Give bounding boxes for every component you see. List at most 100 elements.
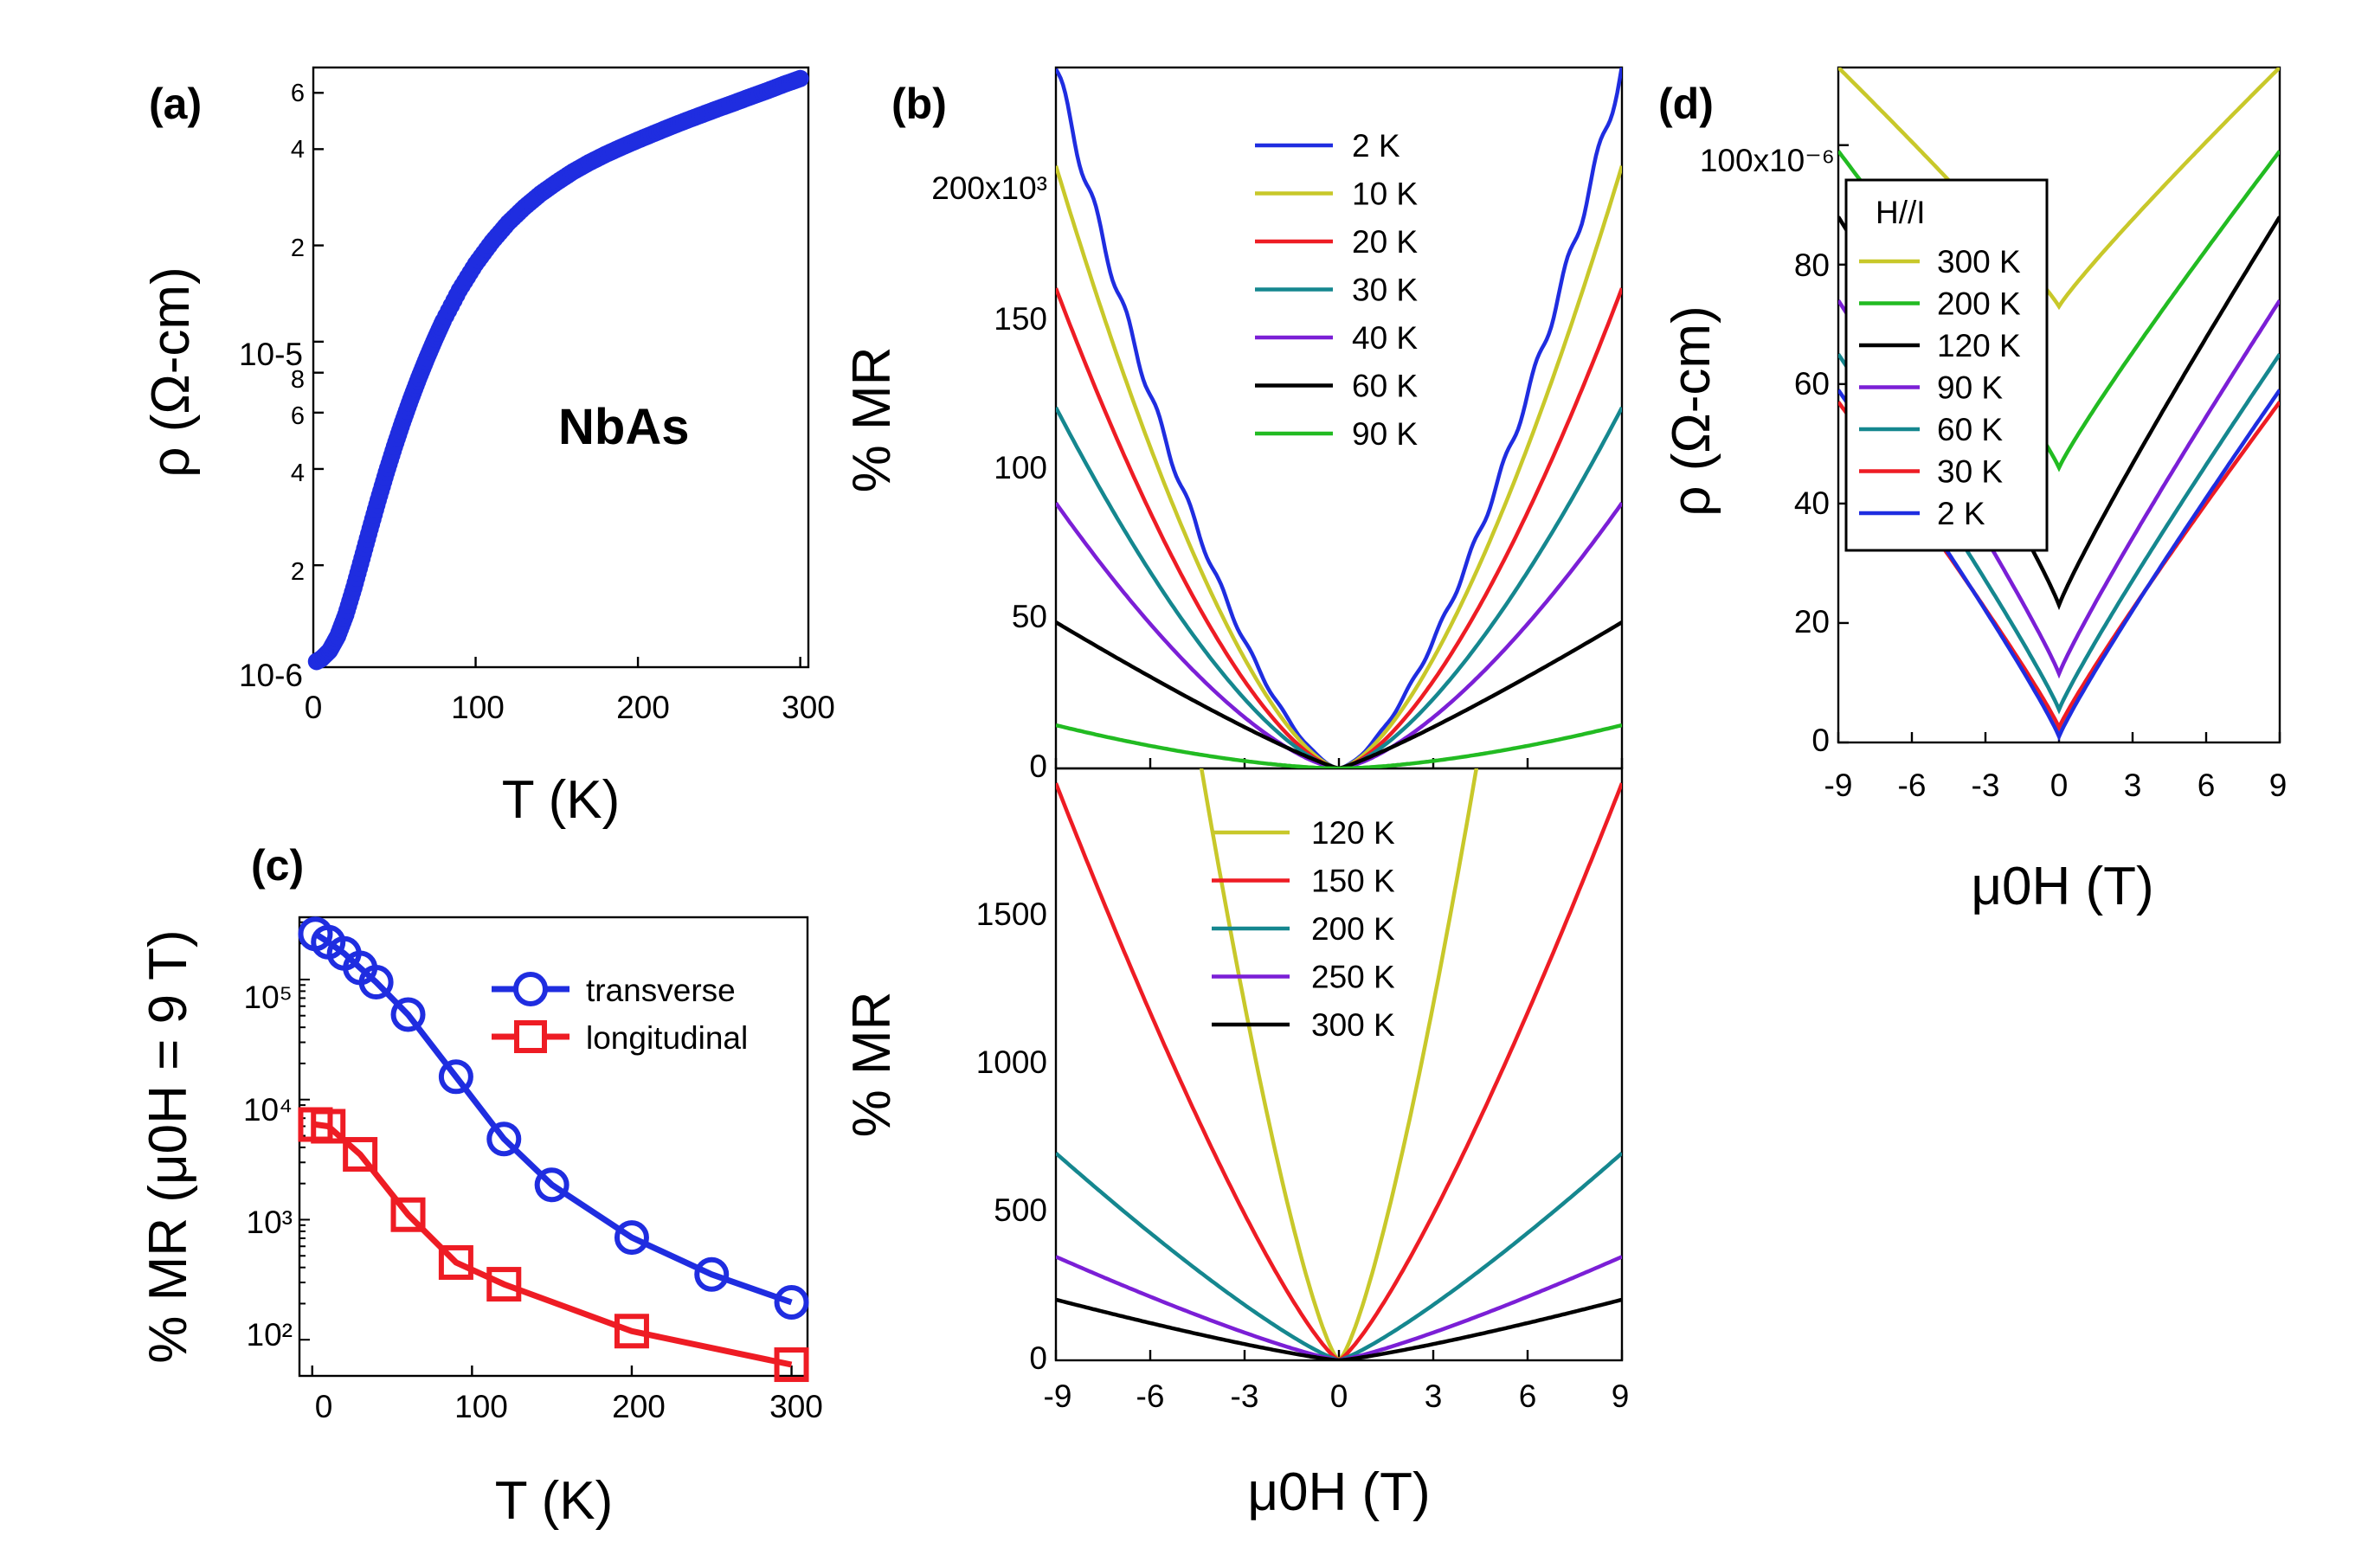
mr-curve-2K: [1056, 67, 1622, 768]
mr-curve-90K: [1056, 723, 1622, 768]
panel-b-bottom-frame: [1054, 767, 1624, 1362]
y-tick-label: 60: [1794, 366, 1830, 402]
panel-b-top-y-axis-label: % MR: [842, 347, 902, 493]
x-tick-label: -6: [1898, 768, 1927, 803]
legend-label-30K: 30 K: [1937, 454, 2003, 490]
mr-curve-10K: [1056, 165, 1622, 768]
panel-b-bottom-marks: [1054, 768, 1624, 1360]
legend-label-30K: 30 K: [1352, 273, 1418, 308]
y-tick-label: 6: [291, 402, 305, 430]
panel-d: (d) -9 -6 -3 0 3 6 9 0 20 40 60 80 100x1…: [1658, 66, 2288, 916]
panel-b-bottom-legend: 120 K 150 K 200 K 250 K 300 K: [1212, 815, 1395, 1043]
legend-label-200K: 200 K: [1311, 911, 1395, 947]
x-tick-label: 6: [1519, 1378, 1537, 1414]
y-tick-label: 100: [994, 450, 1047, 485]
mr-curve-60K: [1056, 620, 1622, 768]
y-tick-label: 500: [994, 1192, 1047, 1228]
mr-curve-250K: [1056, 1255, 1622, 1360]
y-tick-label: 20: [1794, 604, 1830, 639]
panel-d-y-axis-label: ρ (Ω-cm): [1662, 305, 1721, 516]
legend-box: [1844, 178, 2049, 552]
panel-b-top-legend: 2 K 10 K 20 K 30 K 40 K 60 K 90 K: [1255, 128, 1418, 452]
legend-label-60K: 60 K: [1352, 369, 1418, 404]
panel-c-y-axis-label: % MR (μ0H = 9 T): [138, 929, 198, 1363]
longitudinal-point: [774, 1347, 809, 1383]
legend-label-2K: 2 K: [1352, 128, 1400, 164]
mr-curve-300K: [1056, 1297, 1622, 1360]
panel-a-y-axis-label: ρ (Ω-cm): [141, 267, 201, 477]
legend-label-120K: 120 K: [1937, 328, 2021, 363]
legend-label-10K: 10 K: [1352, 177, 1418, 212]
legend-title: H//I: [1876, 195, 1926, 230]
rho-curve-300K: [1838, 67, 2280, 311]
rho-data-point: [791, 69, 809, 87]
y-tick-label: 0: [1811, 723, 1830, 758]
transverse-point: [390, 997, 426, 1032]
series-line-longitudinal: [315, 1121, 793, 1368]
panel-b-top-y-ticks: 0 50 100 150 200x10³: [931, 170, 1047, 784]
transverse-point: [774, 1284, 809, 1320]
panel-a-marks: [307, 69, 809, 671]
x-tick-label: -9: [1824, 768, 1853, 803]
panel-d-legend: H//I 300 K 200 K 120 K 90 K 60 K 30 K 2 K: [1844, 178, 2049, 552]
longitudinal-point: [614, 1314, 649, 1349]
transverse-point: [438, 1059, 473, 1095]
x-tick-label: 3: [1425, 1378, 1443, 1414]
y-tick-label: 6: [291, 80, 305, 107]
legend-label-250K: 250 K: [1311, 960, 1395, 995]
y-tick-label: 100x10⁻⁶: [1700, 143, 1835, 178]
longitudinal-point: [438, 1244, 473, 1280]
x-tick-label: 200: [612, 1389, 666, 1424]
transverse-point: [358, 965, 394, 1000]
legend-label-90K: 90 K: [1352, 416, 1418, 452]
legend-marker-transverse: [513, 972, 548, 1006]
panel-label-d: (d): [1658, 80, 1714, 128]
y-tick-label: 2: [291, 558, 305, 586]
panel-b-top-marks: [1054, 67, 1624, 768]
panel-b: (b) 0 50 100 150 200x10³ 0 500 1000 1500…: [842, 66, 1630, 1522]
mr-curve-150K: [1056, 782, 1622, 1360]
panel-a: (a) NbAs 0 100 200 300 10-6 2 4 10-5 6 8…: [141, 66, 835, 830]
transverse-point: [486, 1121, 522, 1157]
transverse-point: [614, 1220, 649, 1256]
panel-d-y-ticks: 0 20 40 60 80 100x10⁻⁶: [1700, 143, 1835, 758]
y-tick-label: 10⁵: [244, 980, 293, 1015]
panel-b-bottom-y-axis-label: % MR: [842, 992, 902, 1138]
panel-d-x-ticks: -9 -6 -3 0 3 6 9: [1824, 768, 2288, 803]
legend-label-20K: 20 K: [1352, 224, 1418, 260]
x-tick-label: 100: [451, 690, 505, 725]
x-tick-label: -3: [1972, 768, 2000, 803]
longitudinal-point: [343, 1136, 378, 1172]
x-tick-label: 300: [782, 690, 835, 725]
y-tick-label: 10-6: [239, 658, 303, 693]
y-tick-label: 1000: [976, 1044, 1047, 1080]
legend-label-60K: 60 K: [1937, 412, 2003, 447]
panel-label-b: (b): [891, 80, 947, 128]
x-tick-label: 200: [616, 690, 670, 725]
y-tick-label: 0: [1029, 1340, 1047, 1376]
transverse-point: [534, 1167, 569, 1203]
panel-a-frame: [312, 66, 810, 669]
y-tick-label: 200x10³: [931, 170, 1047, 206]
y-tick-label: 10⁴: [243, 1092, 293, 1128]
legend-label-40K: 40 K: [1352, 320, 1418, 356]
sample-name-annotation: NbAs: [558, 399, 689, 455]
y-tick-label: 10²: [247, 1317, 293, 1353]
panel-c: (c) 0 100 200 300 10² 10³ 10⁴ 10⁵ transv…: [138, 841, 823, 1531]
panel-c-legend: transverse longitudinal: [492, 972, 748, 1056]
legend-label-longitudinal: longitudinal: [586, 1020, 748, 1056]
panel-b-x-ticks: -9 -6 -3 0 3 6 9: [1044, 1378, 1630, 1414]
panel-d-x-axis-label: μ0H (T): [1971, 857, 2153, 916]
x-tick-label: -6: [1136, 1378, 1165, 1414]
transverse-point: [694, 1256, 730, 1292]
panel-c-marks: [298, 916, 809, 1383]
x-tick-label: 6: [2197, 768, 2216, 803]
y-tick-label: 10-5: [239, 337, 303, 372]
legend-label-2K: 2 K: [1937, 496, 1985, 531]
panel-c-y-ticks: 10² 10³ 10⁴ 10⁵: [243, 980, 293, 1353]
y-tick-label: 10³: [247, 1205, 293, 1240]
y-tick-label: 0: [1029, 749, 1047, 784]
y-tick-label: 1500: [976, 896, 1047, 932]
panel-a-x-ticks: 0 100 200 300: [305, 690, 835, 725]
